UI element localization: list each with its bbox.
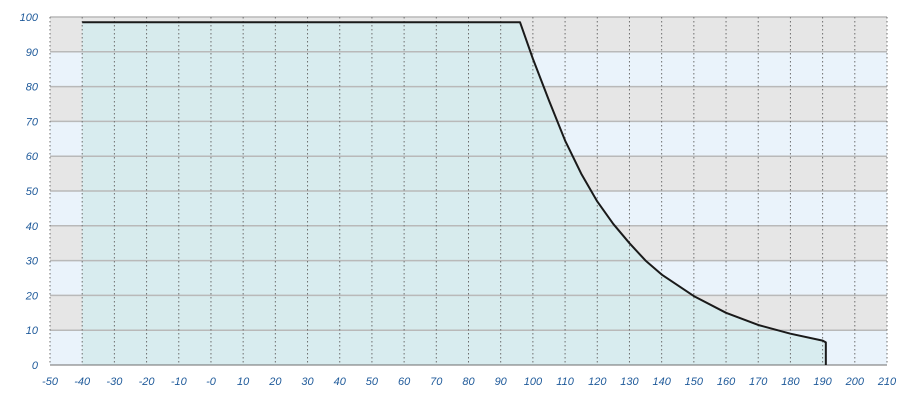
y-tick-label: 60: [26, 151, 39, 163]
series-line: [82, 21, 827, 365]
y-tick-label: 70: [26, 116, 39, 128]
line-layer: [82, 21, 827, 365]
x-tick-label: 120: [588, 376, 607, 388]
x-tick-label: -30: [106, 376, 123, 388]
y-tick-label: 40: [26, 221, 39, 233]
series-area: [82, 22, 826, 365]
x-tick-label: 110: [556, 376, 574, 388]
x-tick-label: 150: [685, 376, 704, 388]
y-tick-label: 20: [25, 290, 39, 302]
x-tick-label: 50: [366, 376, 379, 388]
x-tick-label: 10: [237, 376, 250, 388]
y-tick-label: 80: [26, 82, 39, 94]
x-tick-label: -50: [42, 376, 59, 388]
x-tick-label: 90: [495, 376, 508, 388]
x-axis-ticks: -50 -40 -30 -20 -10 -0 10 20 30 40 50 60 70 80 90 100 11…: [42, 376, 897, 388]
x-tick-label: 210: [877, 376, 897, 388]
x-tick-label: 40: [334, 376, 347, 388]
x-tick-label: 60: [398, 376, 411, 388]
y-tick-label: 50: [26, 186, 39, 198]
x-tick-label: 80: [462, 376, 475, 388]
x-tick-label: 180: [781, 376, 800, 388]
x-tick-label: 70: [430, 376, 443, 388]
x-tick-label: 30: [301, 376, 314, 388]
grid-layer: [49, 16, 888, 366]
y-tick-label: 90: [26, 47, 39, 59]
x-tick-label: 190: [813, 376, 832, 388]
x-tick-label: -20: [139, 376, 156, 388]
y-tick-label: 0: [32, 360, 39, 372]
area-layer: [82, 22, 826, 365]
x-tick-label: 20: [268, 376, 282, 388]
x-tick-label: 140: [652, 376, 671, 388]
y-tick-label: 30: [26, 256, 39, 268]
x-tick-label: -40: [74, 376, 91, 388]
x-tick-label: 170: [749, 376, 768, 388]
x-tick-label: 130: [620, 376, 639, 388]
y-axis-ticks: 0 10 20 30 40 50 60 70 80 90 100: [20, 12, 39, 372]
y-tick-label: 100: [20, 12, 39, 24]
x-tick-label: -10: [171, 376, 188, 388]
x-tick-label: 200: [845, 376, 865, 388]
x-tick-label: 100: [524, 376, 543, 388]
x-tick-label: 160: [717, 376, 736, 388]
x-tick-label: -0: [206, 376, 217, 388]
y-tick-label: 10: [26, 325, 39, 337]
